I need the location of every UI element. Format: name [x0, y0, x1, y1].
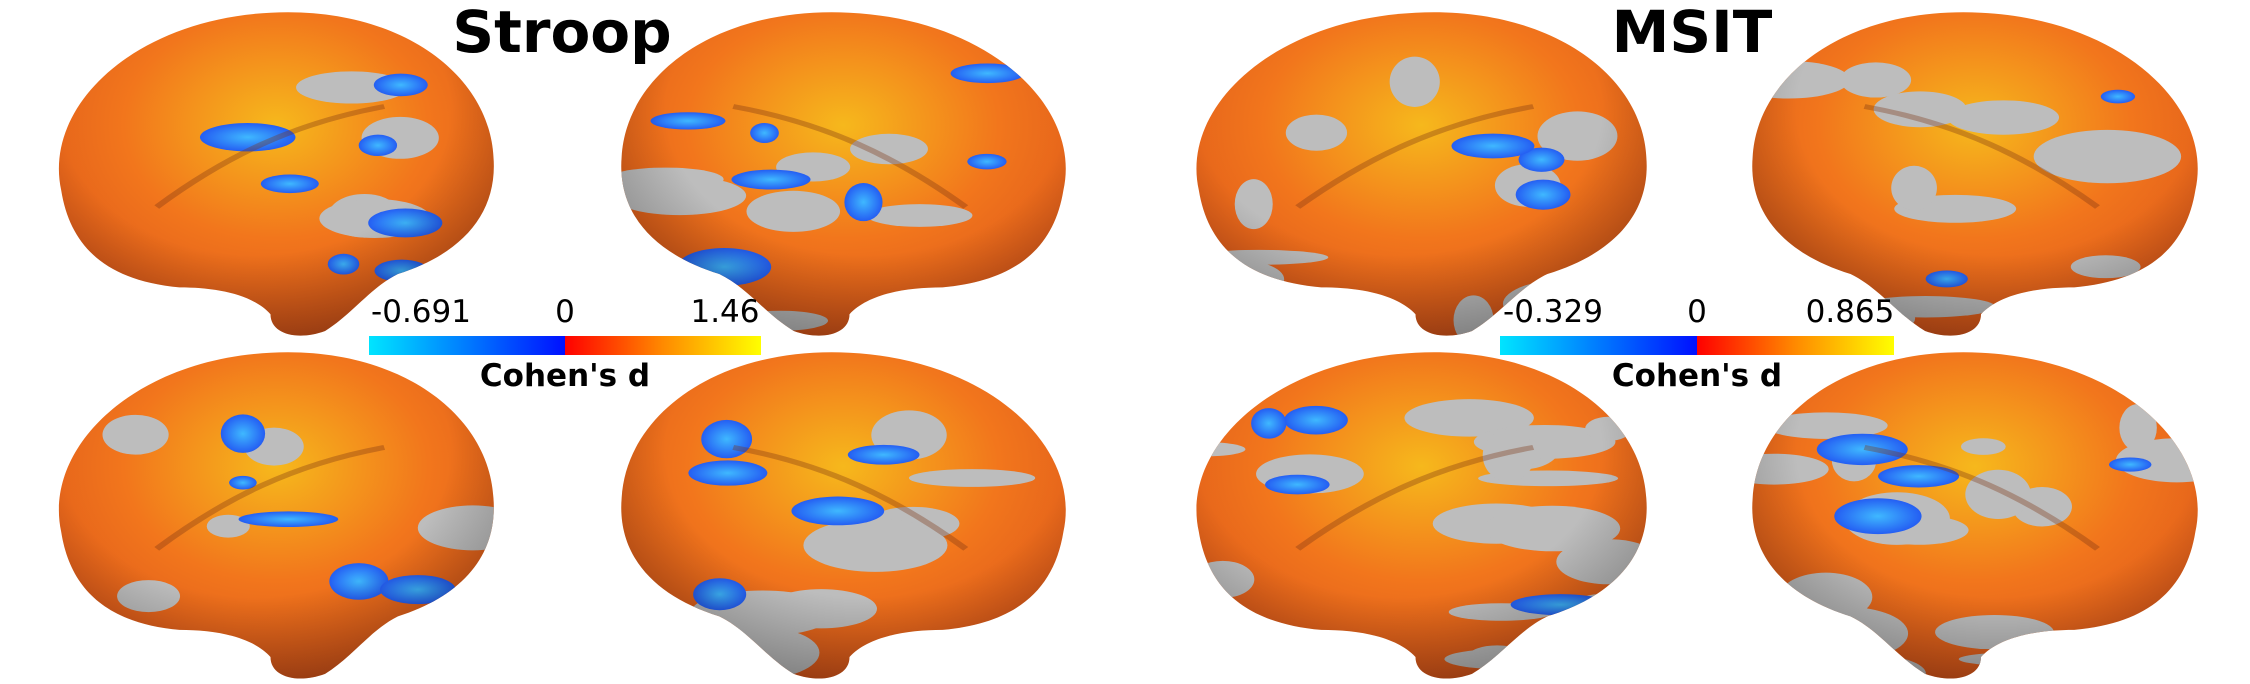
brain — [1196, 352, 1647, 679]
colorbar-label: Cohen's d — [480, 358, 650, 394]
brain-shading — [621, 12, 1066, 336]
brain — [1752, 12, 2198, 336]
brain-surfaces — [58, 12, 2198, 679]
colorbar-label: Cohen's d — [1612, 358, 1782, 394]
panel-msit: MSIT -0.329 0 0.865 Cohen's d — [1500, 0, 1894, 394]
colorbar-min: -0.329 — [1503, 294, 1603, 330]
inactive-patch — [2022, 632, 2151, 659]
brain-shading — [1196, 352, 1647, 679]
brain-shading — [621, 352, 1066, 679]
brain — [621, 12, 1066, 336]
panel-title: Stroop — [452, 0, 671, 66]
colorbar-min: -0.691 — [371, 294, 471, 330]
brain — [621, 352, 1066, 679]
colorbar-positive — [1697, 336, 1894, 355]
brain — [58, 352, 494, 679]
inactive-patch — [621, 608, 730, 652]
inactive-patch — [1232, 312, 1335, 336]
brain-shading — [1752, 352, 2198, 679]
brain-shading — [58, 352, 494, 679]
colorbar-max: 0.865 — [1806, 294, 1895, 330]
panel-stroop: Stroop -0.691 0 1.46 Cohen's d — [369, 0, 761, 394]
brain-shading — [1752, 12, 2198, 336]
brain — [58, 12, 494, 336]
brain — [1752, 352, 2198, 679]
colorbar-positive — [565, 336, 761, 355]
brain-shading — [58, 12, 494, 336]
colorbar-max: 1.46 — [690, 294, 759, 330]
colorbar-zero: 0 — [1687, 294, 1707, 330]
colorbar-zero: 0 — [555, 294, 575, 330]
colorbar-negative — [369, 336, 565, 355]
panel-title: MSIT — [1612, 0, 1773, 66]
brain — [1196, 12, 1647, 336]
inactive-patch — [369, 651, 424, 679]
brain-shading — [1196, 12, 1647, 336]
inactive-patch — [58, 308, 100, 331]
colorbar-negative — [1500, 336, 1697, 355]
